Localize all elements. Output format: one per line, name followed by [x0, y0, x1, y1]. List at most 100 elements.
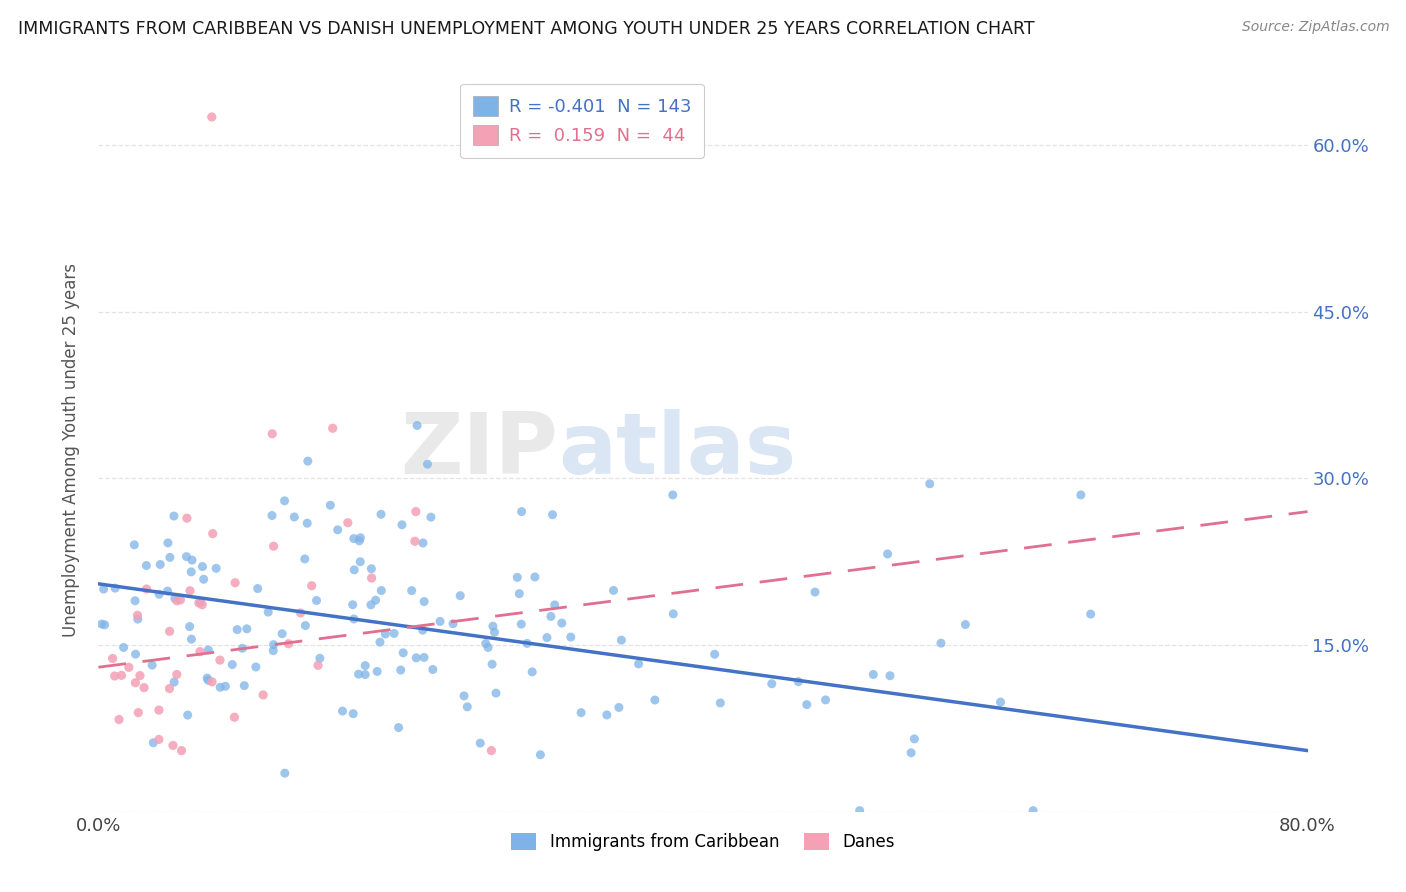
Point	[508, 587, 530, 601]
Text: ZIP: ZIP	[401, 409, 558, 492]
Point	[391, 517, 413, 532]
Point	[540, 609, 562, 624]
Point	[191, 559, 214, 574]
Point	[208, 653, 231, 667]
Point	[405, 651, 427, 665]
Point	[124, 675, 146, 690]
Point	[332, 704, 354, 718]
Point	[162, 739, 184, 753]
Point	[233, 679, 256, 693]
Point	[814, 693, 837, 707]
Point	[370, 508, 392, 522]
Point	[903, 731, 925, 746]
Point	[104, 669, 127, 683]
Text: IMMIGRANTS FROM CARIBBEAN VS DANISH UNEMPLOYMENT AMONG YOUTH UNDER 25 YEARS CORR: IMMIGRANTS FROM CARIBBEAN VS DANISH UNEM…	[18, 20, 1035, 37]
Point	[263, 638, 285, 652]
Point	[283, 510, 305, 524]
Point	[523, 570, 546, 584]
Point	[274, 766, 297, 780]
Point	[214, 679, 236, 693]
Point	[262, 426, 284, 441]
Point	[257, 605, 280, 619]
Point	[90, 617, 112, 632]
Point	[413, 650, 436, 665]
Point	[297, 516, 319, 531]
Point	[456, 699, 478, 714]
Point	[342, 706, 364, 721]
Point	[163, 591, 186, 606]
Point	[163, 509, 186, 524]
Point	[263, 539, 285, 553]
Point	[360, 598, 382, 612]
Point	[245, 660, 267, 674]
Point	[322, 421, 344, 435]
Point	[127, 608, 149, 623]
Point	[662, 607, 685, 621]
Point	[176, 708, 198, 723]
Point	[370, 583, 392, 598]
Point	[900, 746, 922, 760]
Point	[354, 667, 377, 681]
Y-axis label: Unemployment Among Youth under 25 years: Unemployment Among Youth under 25 years	[62, 263, 80, 638]
Point	[262, 643, 284, 657]
Point	[169, 592, 191, 607]
Point	[607, 700, 630, 714]
Point	[297, 454, 319, 468]
Point	[596, 707, 619, 722]
Point	[181, 553, 204, 567]
Point	[389, 663, 412, 677]
Point	[166, 667, 188, 681]
Point	[179, 619, 201, 633]
Point	[506, 570, 529, 584]
Point	[929, 636, 952, 650]
Point	[294, 552, 316, 566]
Point	[876, 547, 898, 561]
Point	[149, 558, 172, 572]
Point	[201, 526, 224, 541]
Point	[197, 673, 219, 688]
Point	[955, 617, 977, 632]
Point	[148, 732, 170, 747]
Point	[364, 593, 387, 607]
Point	[124, 538, 146, 552]
Point	[273, 493, 295, 508]
Text: Source: ZipAtlas.com: Source: ZipAtlas.com	[1241, 20, 1389, 34]
Point	[360, 571, 382, 585]
Point	[156, 584, 179, 599]
Point	[349, 531, 371, 545]
Point	[252, 688, 274, 702]
Legend: Immigrants from Caribbean, Danes: Immigrants from Caribbean, Danes	[505, 826, 901, 857]
Point	[481, 743, 503, 757]
Point	[392, 646, 415, 660]
Point	[305, 593, 328, 607]
Point	[453, 689, 475, 703]
Point	[110, 668, 132, 682]
Point	[93, 582, 115, 596]
Point	[319, 498, 342, 512]
Point	[221, 657, 243, 672]
Point	[159, 624, 181, 639]
Point	[543, 598, 565, 612]
Point	[191, 598, 214, 612]
Point	[412, 623, 434, 637]
Point	[703, 647, 725, 661]
Point	[124, 594, 146, 608]
Point	[627, 657, 650, 671]
Point	[422, 663, 444, 677]
Point	[368, 635, 391, 649]
Point	[159, 550, 181, 565]
Point	[449, 589, 471, 603]
Point	[135, 558, 157, 573]
Point	[124, 647, 146, 661]
Point	[541, 508, 564, 522]
Point	[170, 743, 193, 757]
Point	[661, 488, 683, 502]
Point	[290, 606, 312, 620]
Point	[201, 674, 224, 689]
Point	[347, 667, 370, 681]
Point	[224, 575, 246, 590]
Point	[260, 508, 283, 523]
Point	[294, 618, 316, 632]
Point	[127, 706, 149, 720]
Point	[190, 595, 212, 609]
